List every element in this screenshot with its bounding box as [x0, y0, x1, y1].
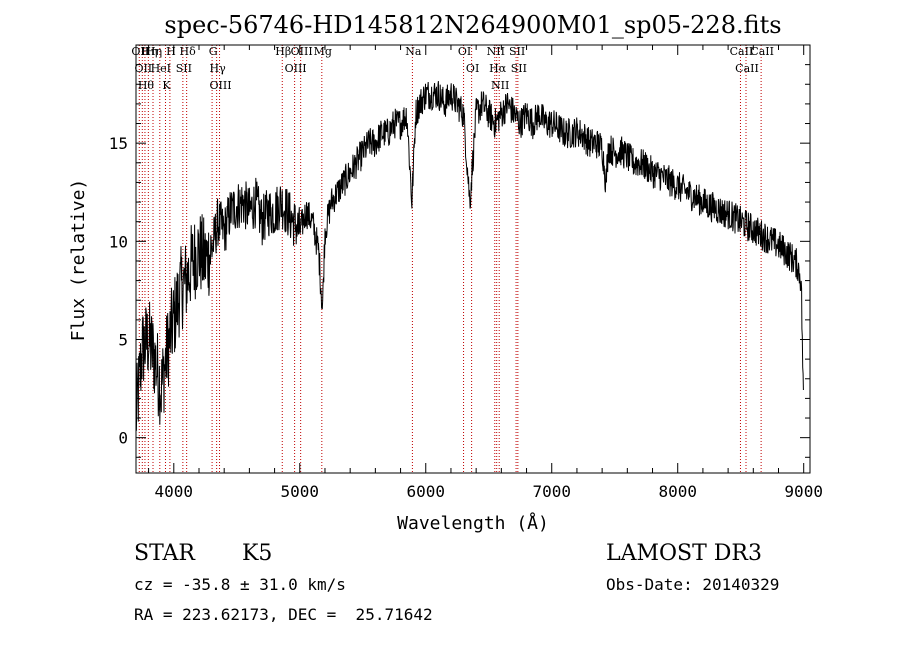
- x-tick-label: 4000: [155, 482, 194, 501]
- line-label: Hβ: [275, 45, 291, 58]
- obs-date: Obs-Date: 20140329: [606, 575, 779, 594]
- subclass: K5: [242, 541, 272, 566]
- x-tick-label: 7000: [532, 482, 571, 501]
- line-label: Hγ: [210, 62, 227, 75]
- line-label: OII: [134, 62, 152, 75]
- redshift-info: cz = -35.8 ± 31.0 km/s: [134, 575, 346, 594]
- spectrum-line: [135, 81, 804, 431]
- line-label: SII: [509, 45, 525, 58]
- y-axis-ticks: 0 5 10 15: [109, 64, 810, 458]
- line-label: CaII: [750, 45, 774, 58]
- line-label: Hη: [146, 45, 162, 58]
- x-tick-label: 6000: [406, 482, 445, 501]
- y-tick-label: 5: [118, 330, 128, 349]
- line-label: OIII: [285, 62, 307, 75]
- y-tick-label: 15: [109, 134, 128, 153]
- line-label: Hθ: [138, 79, 155, 92]
- x-axis-label: Wavelength (Å): [397, 512, 549, 534]
- x-tick-label: 9000: [784, 482, 823, 501]
- line-label: Hη: [141, 45, 157, 58]
- line-label: OIII: [291, 45, 313, 58]
- line-label: OI: [458, 45, 471, 58]
- line-label: K: [162, 79, 171, 92]
- line-label: NII: [487, 45, 505, 58]
- line-label: CaII: [735, 62, 759, 75]
- spectrum-series: [135, 81, 804, 431]
- line-label: Mg: [314, 45, 332, 58]
- survey-name: LAMOST DR3: [606, 541, 762, 566]
- line-label: OIII: [209, 79, 231, 92]
- line-label: SII: [511, 62, 527, 75]
- y-tick-label: 10: [109, 232, 128, 251]
- plot-frame: [135, 44, 811, 474]
- line-label: NII: [491, 79, 509, 92]
- y-axis-label: Flux (relative): [68, 179, 89, 342]
- object-class: STAR: [134, 541, 196, 566]
- line-label: H: [166, 45, 176, 58]
- spectral-line-markers: [138, 45, 762, 473]
- x-tick-label: 5000: [281, 482, 320, 501]
- line-label: Hα: [489, 62, 507, 75]
- coordinates: RA = 223.62173, DEC = 25.71642: [134, 605, 433, 624]
- x-axis-ticks: 4000 5000 6000 7000 8000 9000: [148, 45, 823, 501]
- line-label: Na: [405, 45, 422, 58]
- x-tick-label: 8000: [658, 482, 697, 501]
- y-tick-label: 0: [118, 429, 128, 448]
- line-label: CaII: [730, 45, 754, 58]
- line-label: G: [209, 45, 218, 58]
- line-label: SII: [176, 62, 192, 75]
- line-label: Hδ: [180, 45, 197, 58]
- line-label: HeI: [151, 62, 171, 75]
- line-label: OI: [466, 62, 479, 75]
- chart-title: spec-56746-HD145812N264900M01_sp05-228.f…: [164, 11, 781, 39]
